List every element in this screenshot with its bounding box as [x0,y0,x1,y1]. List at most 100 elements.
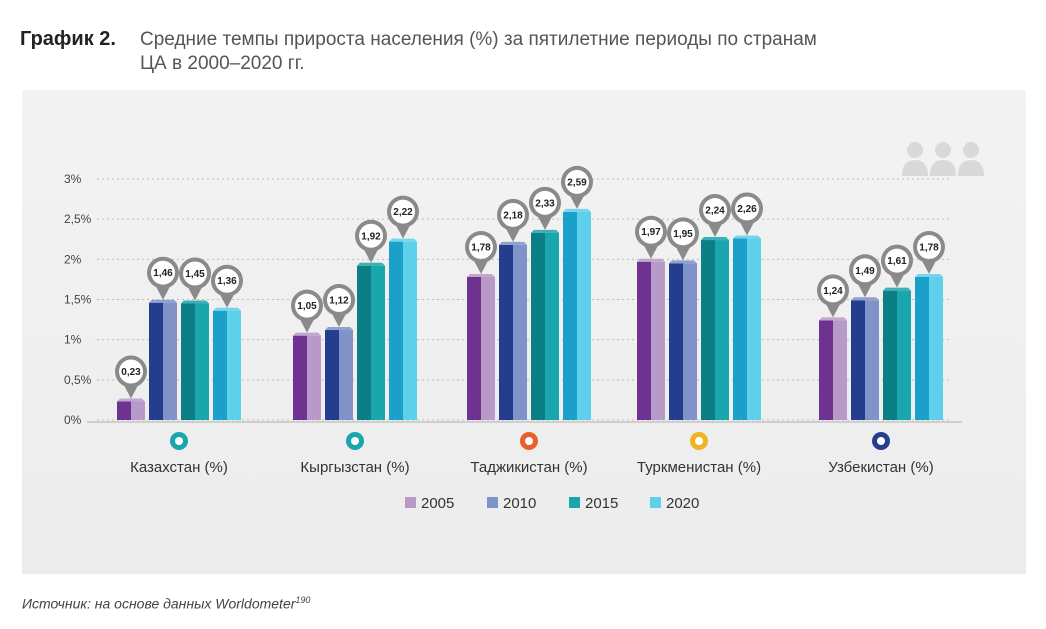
bar-top [181,300,209,304]
y-tick-label: 0% [64,413,82,427]
category-label: Таджикистан (%) [470,459,587,476]
bar-face-light [929,277,943,420]
source-footnote: 190 [295,595,311,605]
bar [117,398,145,420]
bar-face-dark [733,238,747,420]
data-label-pin: 1,61 [881,244,913,288]
pin-inner [327,288,351,313]
bar [213,307,241,420]
bar-face-light [163,302,177,420]
y-tick-label: 2,5% [64,212,92,226]
data-label: 1,92 [361,231,381,242]
pin-inner [885,248,909,273]
chart-title: Средние темпы прироста населения (%) за … [140,29,817,74]
bar-face-light [339,330,353,420]
pin-inner [735,196,759,221]
bar-face-light [833,320,847,420]
data-label: 2,33 [535,198,555,209]
category-marker-center [695,437,703,445]
data-label-pin: 2,22 [387,195,419,239]
bar-face-dark [357,265,371,420]
bar-top [669,260,697,264]
people-group-icon [902,142,984,176]
bar [531,229,559,420]
person-body [902,160,928,176]
y-tick-label: 0,5% [64,373,92,387]
pin-inner [639,219,663,244]
bar-top [357,262,385,266]
pin-inner [501,202,525,227]
bar [819,317,847,420]
data-label: 1,05 [297,301,317,312]
chart-panel: 0% 0,5% 1% 1,5% 2% 2,5% 3% 0,23 1,46 1,45 1,36 Каза… [22,90,1026,574]
pin-inner [853,258,877,283]
source-text: Источник: на основе данных Worldometer [22,595,296,612]
data-label: 1,36 [217,276,237,287]
bar [915,274,943,420]
bar-top [701,237,729,241]
bar [325,327,353,420]
bar-top [915,274,943,278]
bar-face-light [371,265,385,420]
legend-swatch [405,497,416,508]
bar-face-dark [669,263,683,420]
bar-chart: 0% 0,5% 1% 1,5% 2% 2,5% 3% 0,23 1,46 1,45 1,36 Каза… [64,142,984,512]
bar-top [733,235,761,239]
bar-face-light [865,300,879,420]
bar-face-dark [637,261,651,420]
bar-top [149,299,177,303]
bar [563,208,591,420]
bar [389,238,417,420]
pin-inner [533,190,557,215]
legend-item: 2015 [569,495,618,512]
data-label: 2,24 [705,206,725,217]
bar-top [325,327,353,331]
bar-face-light [545,232,559,420]
bar [669,260,697,420]
legend-label: 2005 [421,495,454,512]
bar-top [851,297,879,301]
data-label-pin: 2,59 [561,165,593,209]
pin-inner [151,260,175,285]
bar [357,262,385,420]
bar-face-light [577,211,591,420]
bar-face-dark [181,303,195,420]
bar-face-dark [819,320,833,420]
legend-swatch [569,497,580,508]
bar-top [819,317,847,321]
person-head [963,142,979,158]
bar-face-dark [563,211,577,420]
data-label-pin: 1,97 [635,215,667,259]
category-label: Кыргызстан (%) [300,459,409,476]
bar-face-light [403,241,417,420]
bar-face-light [195,303,209,420]
data-label-pin: 1,12 [323,284,355,328]
bar-face-dark [149,302,163,420]
bar-top [213,307,241,311]
bar [467,274,495,420]
y-tick-label: 2% [64,252,82,266]
bar-top [389,238,417,242]
bar-top [293,332,321,336]
pin-inner [703,198,727,223]
bar [499,241,527,420]
bar-top [467,274,495,278]
bar-top [883,287,911,291]
bar-top [499,241,527,245]
data-label-pin: 1,24 [817,274,849,318]
data-label: 1,78 [919,243,939,254]
bar-face-light [747,238,761,420]
bar [701,237,729,420]
bar-top [531,229,559,233]
bar-face-dark [851,300,865,420]
data-label-pin: 1,95 [667,217,699,261]
bar [851,297,879,420]
bar-face-dark [531,232,545,420]
pin-inner [469,235,493,260]
data-label-pin: 2,26 [731,192,763,236]
data-label-pin: 2,18 [497,198,529,242]
bar [293,332,321,420]
data-label-pin: 1,49 [849,254,881,298]
bar-face-light [131,401,145,420]
bar-face-dark [389,241,403,420]
